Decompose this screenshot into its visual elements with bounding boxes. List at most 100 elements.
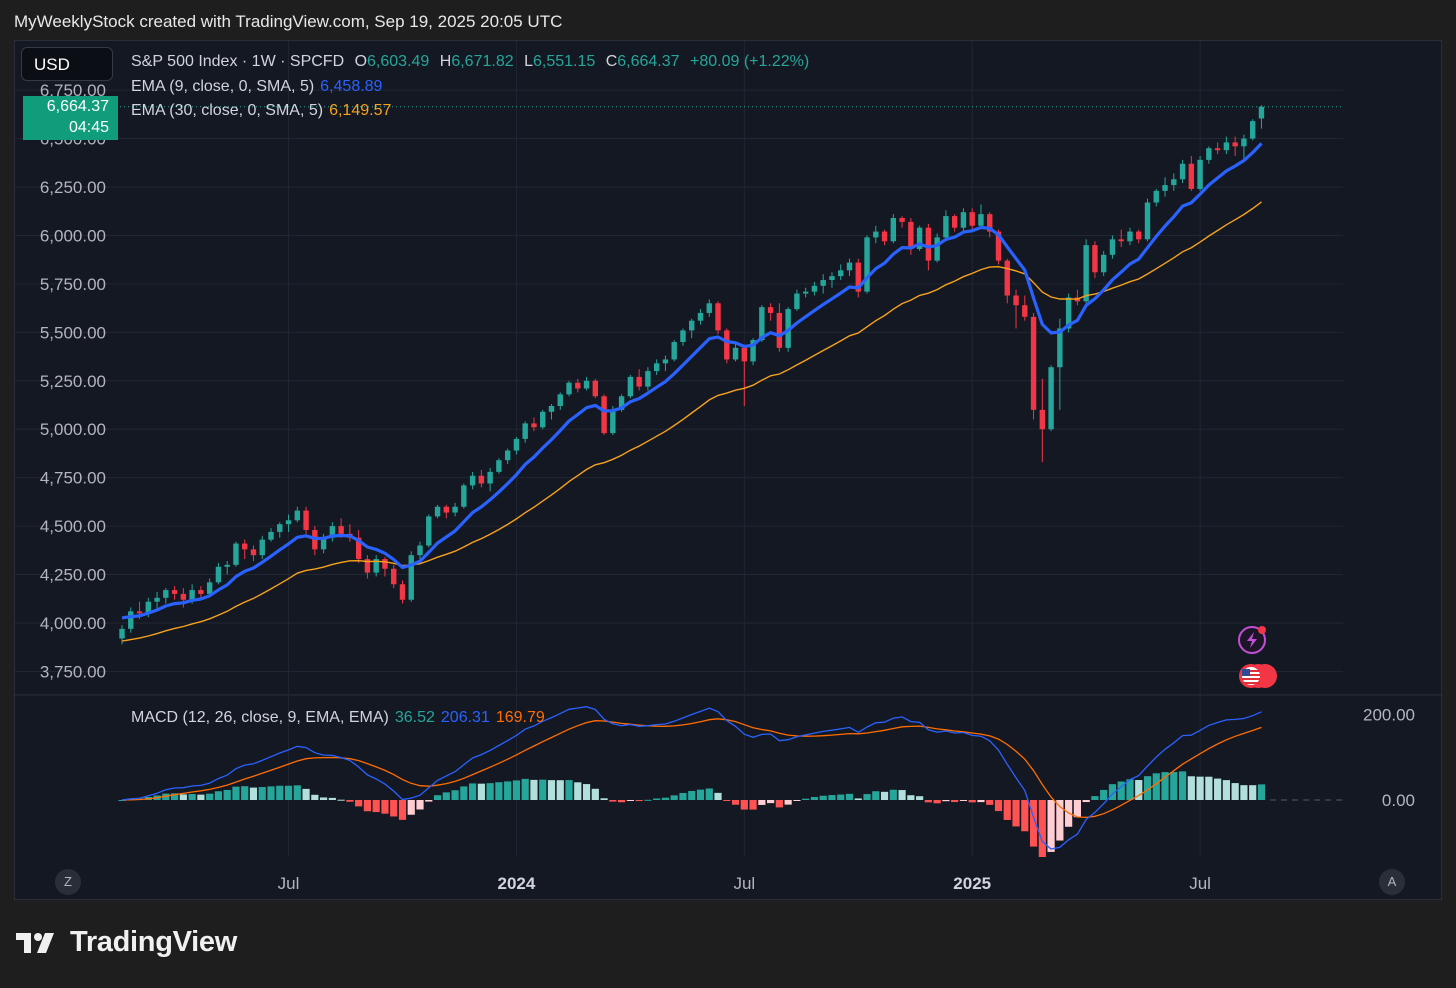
- candle-body: [943, 216, 949, 238]
- ema30-legend[interactable]: EMA (30, close, 0, SMA, 5) 6,149.57: [131, 102, 397, 120]
- chart-canvas[interactable]: 3,750.00 4,000.00 4,250.00 4,500.00 4,750.00…: [15, 41, 1442, 900]
- candle: [776, 303, 783, 352]
- candle-body: [908, 221, 914, 250]
- candle: [1171, 173, 1177, 191]
- candle: [469, 471, 476, 490]
- macd-histogram-bar: [451, 790, 459, 800]
- candle: [259, 535, 265, 560]
- candle-body: [364, 559, 371, 573]
- candle: [513, 436, 520, 455]
- macd-histogram-bar: [661, 797, 670, 800]
- macd-histogram-bar: [1126, 779, 1134, 800]
- candle-body: [373, 559, 379, 573]
- candle-body: [206, 582, 213, 594]
- candle-body: [1039, 409, 1046, 430]
- candle: [540, 409, 546, 430]
- macd-histogram-bar: [1196, 776, 1204, 800]
- candle-body: [794, 293, 800, 310]
- bar-countdown: 04:45: [68, 119, 109, 136]
- candle-body: [1223, 142, 1230, 151]
- candle: [1206, 146, 1212, 164]
- macd-histogram-bar: [477, 783, 485, 800]
- candle: [1188, 155, 1195, 191]
- macd-histogram-bar: [670, 795, 678, 800]
- macd-histogram-bar: [775, 800, 783, 808]
- macd-histogram-bar: [828, 795, 836, 800]
- candle-body: [995, 231, 1002, 261]
- candle-body: [987, 214, 993, 232]
- candle-body: [540, 411, 546, 428]
- candle-body: [382, 559, 388, 569]
- candle-body: [329, 526, 336, 538]
- macd-line: [121, 706, 1262, 850]
- candle: [715, 301, 721, 335]
- candle: [478, 469, 485, 488]
- chart-panel[interactable]: 3,750.00 4,000.00 4,250.00 4,500.00 4,750.00…: [14, 40, 1442, 900]
- macd-histogram-bar: [495, 782, 503, 800]
- price-tick-label: 6,750.00: [40, 81, 106, 100]
- candle-body: [566, 382, 572, 395]
- open-label: O: [354, 53, 368, 70]
- candle-body: [1004, 260, 1010, 296]
- candle: [1179, 159, 1186, 184]
- candle-body: [890, 218, 897, 242]
- time-tick-label: Jul: [278, 874, 300, 893]
- price-axis: 3,750.00 4,000.00 4,250.00 4,500.00 4,750.00…: [40, 81, 106, 681]
- macd-histogram-bar: [959, 800, 968, 801]
- candle: [566, 380, 572, 397]
- candle: [732, 343, 739, 362]
- macd-histogram-bar: [284, 785, 293, 800]
- candle: [443, 504, 450, 519]
- macd-pane: 0.00 200.00: [118, 706, 1415, 858]
- zoom-reset-button[interactable]: Z: [55, 869, 81, 895]
- macd-histogram-bar: [635, 800, 643, 802]
- candle: [1092, 241, 1098, 279]
- candle-body: [180, 593, 187, 600]
- candle-body: [1109, 239, 1116, 255]
- macd-legend[interactable]: MACD (12, 26, close, 9, EMA, EMA) 36.52 20…: [131, 709, 551, 727]
- candle: [198, 586, 204, 598]
- macd-histogram-bar: [942, 800, 950, 802]
- candle: [934, 233, 940, 263]
- candle-body: [1048, 367, 1054, 430]
- macd-histogram-bar: [802, 798, 810, 800]
- candle: [890, 214, 897, 244]
- macd-histogram-bar: [898, 790, 906, 800]
- candle-body: [592, 380, 599, 397]
- tradingview-logo-icon: [16, 932, 54, 953]
- macd-histogram-bar: [977, 800, 985, 803]
- macd-histogram-bar: [907, 795, 915, 800]
- candle: [1258, 105, 1265, 129]
- macd-histogram-bar: [793, 800, 801, 801]
- candle: [277, 522, 283, 538]
- candle-body: [601, 396, 607, 434]
- macd-histogram-bar: [188, 793, 196, 800]
- candle: [1004, 258, 1010, 304]
- macd-histogram-bar: [916, 796, 924, 800]
- candle-body: [531, 423, 537, 428]
- price-tick-label: 6,250.00: [40, 178, 106, 197]
- auto-scale-button[interactable]: A: [1379, 869, 1405, 895]
- macd-histogram-bar: [574, 782, 582, 800]
- macd-histogram-bar: [837, 794, 845, 800]
- macd-histogram-bar: [170, 793, 179, 800]
- macd-histogram-bar: [433, 795, 442, 800]
- candle-body: [680, 330, 686, 343]
- high-value: 6,671.82: [451, 53, 514, 70]
- candle: [811, 281, 818, 296]
- candle: [347, 524, 353, 542]
- macd-histogram-bar: [179, 794, 187, 800]
- macd-histogram-bar: [1047, 800, 1055, 852]
- ema9-legend[interactable]: EMA (9, close, 0, SMA, 5) 6,458.89: [131, 78, 388, 96]
- macd-histogram-bar: [1021, 800, 1029, 832]
- candle: [452, 502, 458, 517]
- currency-selector[interactable]: USD: [21, 47, 113, 81]
- candle: [1162, 177, 1168, 197]
- candle: [268, 528, 274, 542]
- macd-histogram-bar: [1100, 789, 1108, 800]
- macd-histogram-bar: [986, 800, 994, 805]
- time-tick-label: Jul: [1189, 874, 1211, 893]
- candle-body: [1083, 245, 1089, 302]
- candle-body: [575, 382, 581, 389]
- candle-body: [846, 262, 853, 271]
